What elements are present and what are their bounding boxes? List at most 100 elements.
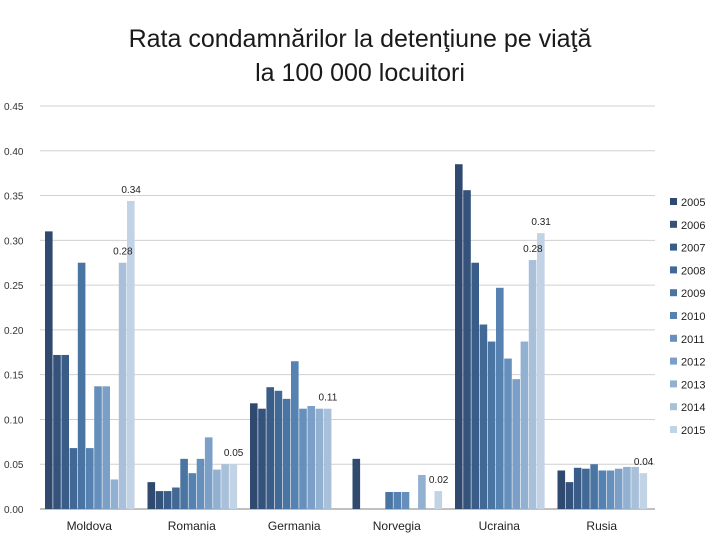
legend-swatch — [670, 357, 677, 365]
y-tick-label: 0.05 — [4, 460, 24, 471]
x-category-label: Moldova — [67, 519, 113, 533]
y-tick-label: 0.10 — [4, 415, 24, 426]
legend-label: 2006 — [681, 220, 705, 232]
bar-ucraina-2014 — [528, 260, 537, 509]
y-tick-label: 0.25 — [4, 281, 24, 292]
legend-swatch — [670, 266, 677, 274]
bar-germania-2012 — [307, 406, 315, 509]
bar-ucraina-2015 — [537, 233, 545, 509]
data-label: 0.04 — [634, 457, 654, 468]
legend-label: 2011 — [681, 334, 705, 346]
bar-norvegia-2005 — [352, 458, 361, 509]
bar-germania-2009 — [282, 398, 291, 509]
legend-label: 2008 — [681, 265, 705, 277]
bar-rusia-2009 — [590, 464, 598, 509]
x-axis-categories: Moldova Romania Germania Norvegia Ucraina Rus… — [67, 519, 618, 533]
bar-moldova-2009 — [77, 262, 86, 509]
bar-rusia-2011 — [606, 470, 615, 509]
bar-ucraina-2009 — [487, 341, 496, 509]
data-label: 0.28 — [523, 244, 543, 255]
bar-rusia-2006 — [565, 482, 574, 509]
legend-swatch — [670, 243, 677, 251]
y-axis-ticks: 0.00 0.05 0.10 0.15 0.20 0.25 0.30 0.35 0.40 0.45 — [4, 102, 24, 516]
bar-romania-2005 — [147, 482, 156, 509]
bar-romania-2010 — [188, 473, 197, 509]
bar-moldova-2010 — [86, 448, 94, 509]
bar-rusia-2013 — [623, 466, 631, 509]
legend-swatch — [670, 380, 677, 388]
x-category-label: Romania — [168, 519, 216, 533]
bar-rusia-2010 — [598, 470, 607, 509]
bar-rusia-2007 — [573, 467, 582, 509]
bar-germania-2006 — [258, 408, 266, 509]
bar-ucraina-2010 — [496, 287, 504, 509]
legend: 2005 2006 2007 2008 2009 2010 2011 2012 2013 2014… — [670, 197, 705, 437]
bar-moldova-2014 — [118, 262, 127, 509]
legend-label: 2012 — [681, 357, 705, 369]
bar-germania-2013 — [315, 408, 324, 509]
bar-germania-2010 — [291, 361, 299, 509]
bar-germania-2008 — [274, 390, 283, 509]
legend-label: 2015 — [681, 425, 705, 437]
legend-swatch — [670, 334, 677, 342]
bar-norvegia-2009 — [385, 491, 393, 509]
y-tick-label: 0.30 — [4, 236, 24, 247]
data-label: 0.34 — [121, 185, 141, 196]
bar-romania-2007 — [163, 491, 172, 509]
x-category-label: Germania — [268, 519, 321, 533]
legend-label: 2013 — [681, 379, 705, 391]
legend-swatch — [670, 220, 677, 228]
bar-ucraina-2012 — [512, 379, 520, 509]
data-label: 0.05 — [224, 448, 244, 459]
bar-ucraina-2006 — [463, 190, 471, 509]
bar-moldova-2005 — [45, 231, 53, 509]
legend-swatch — [670, 426, 677, 433]
chart-title-line-1: Rata condamnărilor la detenţiune pe viaţ… — [128, 25, 592, 53]
bar-romania-2012 — [204, 437, 213, 509]
legend-swatch — [670, 198, 677, 205]
bar-romania-2008 — [172, 487, 180, 509]
bar-moldova-2008 — [69, 448, 78, 509]
bar-norvegia-2015 — [434, 491, 443, 509]
data-labels: 0.28 0.34 0.05 0.11 0.02 0.28 0.31 0.04 — [113, 185, 654, 486]
chart-title-line-2: la 100 000 locuitori — [255, 59, 465, 87]
bar-romania-2013 — [213, 469, 221, 509]
x-category-label: Ucraina — [479, 519, 521, 533]
bar-moldova-2012 — [102, 386, 110, 509]
bar-rusia-2008 — [582, 468, 590, 509]
bars — [45, 164, 648, 509]
bar-rusia-2015 — [639, 473, 648, 509]
y-tick-label: 0.15 — [4, 371, 24, 382]
bar-rusia-2012 — [614, 468, 623, 509]
bar-romania-2009 — [180, 458, 188, 509]
data-label: 0.31 — [531, 217, 551, 228]
data-label: 0.11 — [319, 393, 338, 404]
data-label: 0.02 — [429, 475, 449, 486]
bar-moldova-2011 — [94, 386, 102, 509]
bar-rusia-2005 — [557, 470, 566, 509]
bar-germania-2005 — [250, 403, 258, 509]
bar-ucraina-2005 — [455, 164, 463, 509]
x-category-label: Rusia — [586, 519, 617, 533]
bar-romania-2015 — [229, 464, 238, 509]
bar-moldova-2006 — [53, 354, 61, 509]
data-label: 0.28 — [113, 247, 133, 258]
gridlines — [40, 105, 655, 510]
y-tick-label: 0.00 — [4, 505, 24, 516]
bar-germania-2014 — [323, 408, 332, 509]
y-tick-label: 0.20 — [4, 326, 24, 337]
bar-germania-2011 — [299, 408, 307, 509]
y-tick-label: 0.40 — [4, 147, 24, 158]
bar-moldova-2007 — [61, 354, 69, 509]
legend-swatch — [670, 312, 677, 319]
bar-romania-2014 — [221, 464, 229, 509]
bar-ucraina-2011 — [504, 358, 512, 509]
bar-romania-2011 — [196, 458, 205, 509]
legend-label: 2007 — [681, 243, 705, 255]
y-tick-label: 0.35 — [4, 192, 24, 203]
chart-title: Rata condamnărilor la detenţiune pe viaţ… — [0, 22, 720, 90]
bar-romania-2006 — [155, 491, 164, 509]
x-category-label: Norvegia — [373, 519, 421, 533]
bar-moldova-2015 — [127, 200, 135, 509]
